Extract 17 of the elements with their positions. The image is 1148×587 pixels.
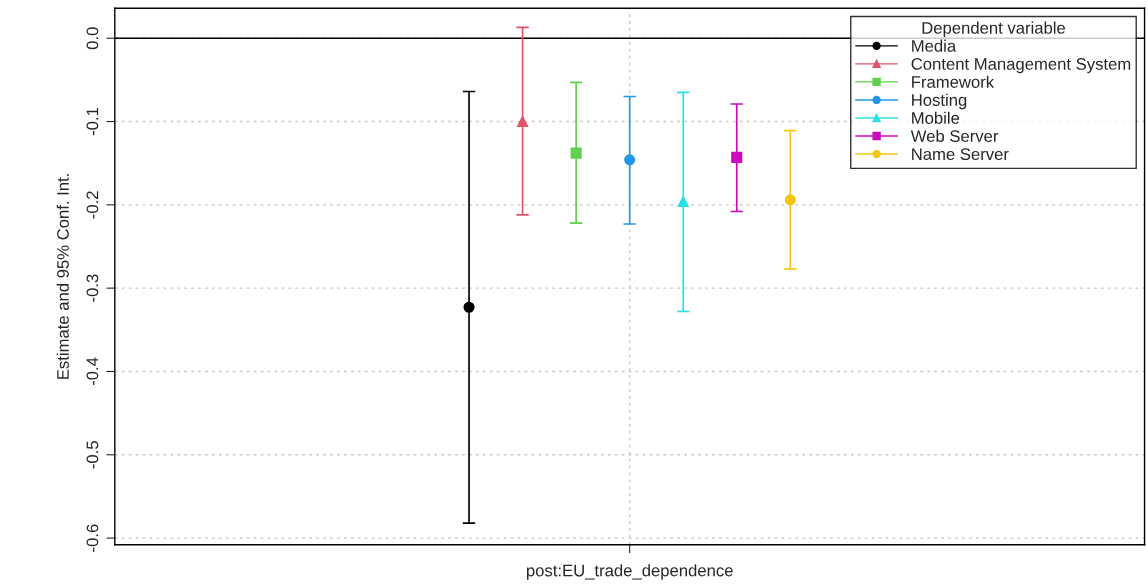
y-axis-title: Estimate and 95% Conf. Int. [56, 174, 69, 379]
legend-title: Dependent variable [922, 21, 1066, 38]
y-tick-label: -0.6 [86, 524, 99, 552]
x-tick-label: post:EU_trade_dependence [526, 564, 733, 580]
y-tick-label: 0.0 [86, 27, 99, 50]
legend-label: Framework [912, 75, 995, 88]
legend-label: Hosting [912, 93, 967, 110]
legend-label: Name Server [912, 148, 1009, 161]
legend-label: Mobile [912, 111, 960, 124]
legend-label: Content Management System [911, 58, 1131, 74]
y-tick-label: -0.4 [86, 357, 99, 386]
y-tick-label: -0.5 [86, 441, 99, 469]
y-tick-label: -0.2 [86, 191, 99, 219]
legend-label: Media [912, 39, 957, 52]
y-tick-label: -0.3 [86, 274, 99, 302]
legend-label: Web Server [910, 129, 999, 143]
y-tick-label: -0.1 [86, 107, 99, 136]
